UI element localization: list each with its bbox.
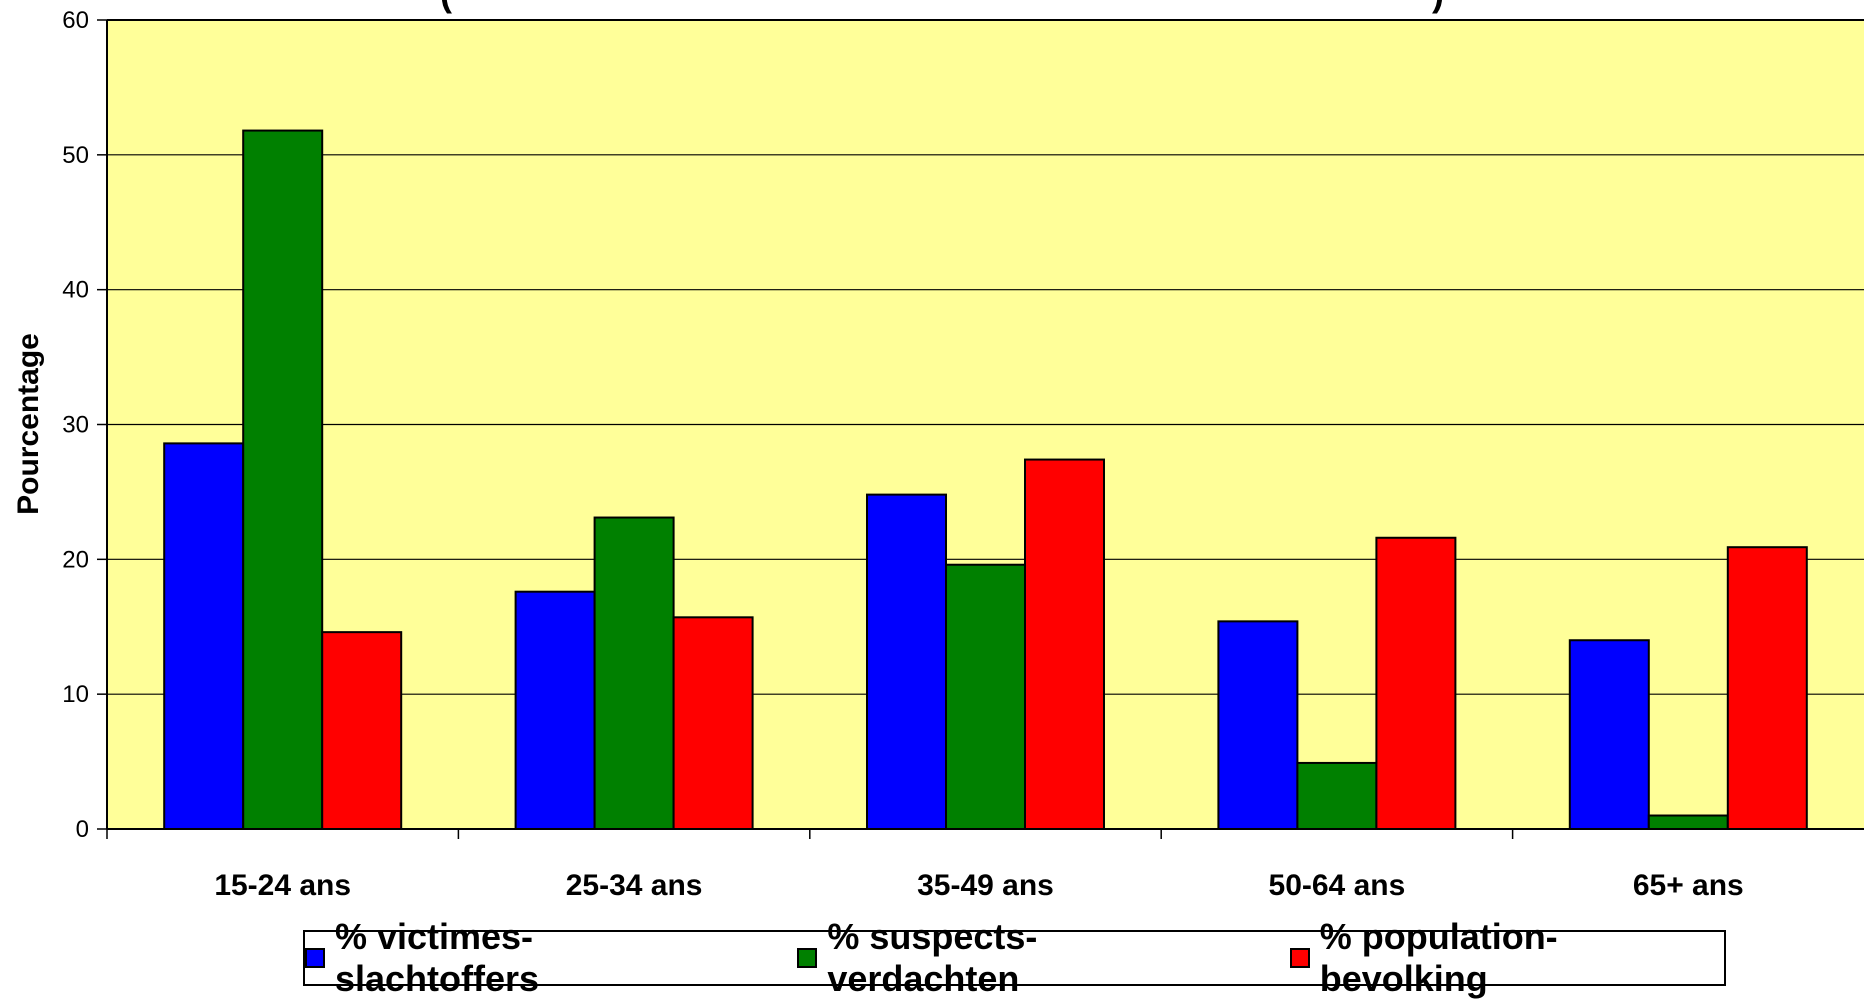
bar [1568,639,1650,830]
bar [672,616,754,830]
y-axis-label: Pourcentage [12,333,45,515]
x-tick-labels: 15-24 ans 25-34 ans 35-49 ans 50-64 ans 65+ … [214,869,1743,902]
y-tick-label: 60 [62,7,89,34]
axes [97,19,1864,839]
bar [242,129,324,830]
legend-swatch-suspects [797,948,818,968]
bar [1375,536,1457,830]
chart-title-fragment-end: ) [1432,0,1444,14]
legend: % victimes-slachtoffers % suspects-verda… [303,916,1726,999]
legend-label-suspects: % suspects-verdachten [827,916,1038,999]
y-tick-labels: 0 10 20 30 40 50 60 [62,7,89,843]
bar [1647,814,1729,830]
y-tick-label: 20 [62,546,89,573]
bar [1024,458,1105,830]
legend-item-victims: % victimes-slachtoffers [305,916,735,1000]
bar [593,516,675,830]
bar [514,590,596,831]
bar [163,442,245,830]
legend-swatch-victims [305,948,325,968]
chart-title-fragment: ( [440,0,452,14]
legend-item-suspects: % suspects-verdachten [797,916,1227,1000]
y-tick-label: 10 [62,681,89,708]
y-tick-label: 40 [62,277,89,304]
x-tick-label: 35-49 ans [917,869,1054,902]
x-tick-label: 50-64 ans [1269,869,1406,902]
x-tick-label: 65+ ans [1633,869,1744,902]
x-tick-label: 25-34 ans [566,869,703,902]
bar [1726,546,1808,830]
legend-label-population: % population-bevolking [1319,916,1558,999]
bars [163,129,1808,831]
x-tick-label: 15-24 ans [214,869,351,902]
y-tick-label: 0 [76,816,89,843]
bar [1296,761,1378,830]
bar [945,563,1026,831]
bar [1217,620,1299,831]
y-tick-label: 30 [62,412,89,439]
y-tick-label: 50 [62,142,89,169]
legend-item-population: % population-bevolking [1289,916,1724,1000]
bar [866,493,947,830]
legend-label-victims: % victimes-slachtoffers [334,916,540,999]
legend-swatch-population [1289,948,1310,968]
bar [321,631,403,830]
